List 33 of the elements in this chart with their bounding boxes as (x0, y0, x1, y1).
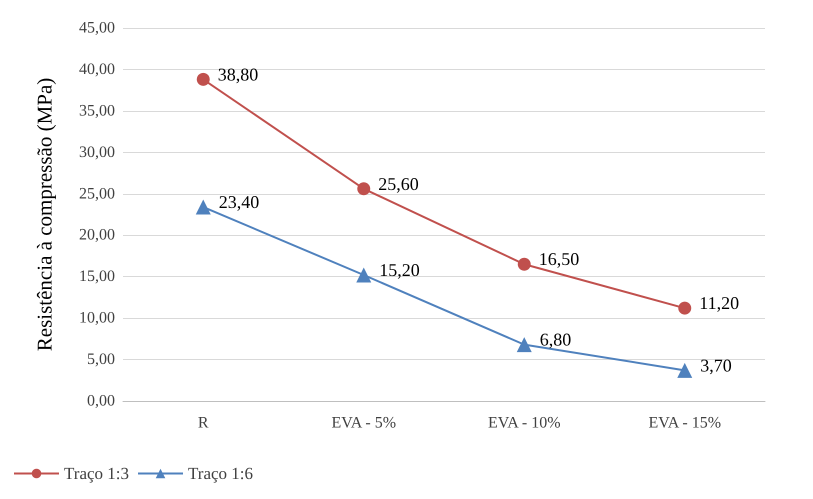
data-label: 3,70 (700, 355, 732, 376)
data-label: 23,40 (218, 192, 260, 212)
point (196, 200, 211, 215)
y-tick-label: 15,00 (79, 268, 115, 286)
point (356, 268, 372, 283)
legend-label: Traço 1:3 (64, 464, 130, 483)
point (678, 302, 692, 315)
point (516, 337, 532, 352)
y-tick-label: 40,00 (79, 60, 115, 78)
data-label: 38,80 (218, 64, 258, 84)
x-tick-label: EVA - 15% (648, 414, 722, 432)
data-label: 6,80 (540, 330, 572, 350)
data-label: 16,50 (538, 249, 580, 270)
x-tick-label: R (198, 414, 209, 432)
point (677, 362, 692, 378)
y-tick-label: 5,00 (87, 351, 115, 368)
y-tick-label: 20,00 (79, 226, 115, 244)
y-tick-label: 45,00 (79, 20, 115, 36)
x-tick-label: EVA - 5% (331, 414, 396, 432)
y-axis-title: Resistência à compressão (MPa) (32, 78, 56, 352)
point (196, 72, 210, 86)
data-label: 15,20 (379, 260, 420, 280)
point (518, 258, 531, 271)
y-tick-label: 25,00 (79, 185, 115, 202)
y-tick-label: 10,00 (79, 310, 115, 327)
point (357, 182, 370, 196)
legend-label: Traço 1:6 (188, 464, 254, 483)
data-label: 25,60 (378, 174, 419, 194)
y-tick-label: 0,00 (87, 392, 115, 410)
y-tick-label: 30,00 (79, 144, 115, 161)
y-tick-label: 35,00 (79, 102, 115, 120)
x-tick-label: EVA - 10% (488, 414, 561, 432)
data-label: 11,20 (699, 293, 740, 314)
